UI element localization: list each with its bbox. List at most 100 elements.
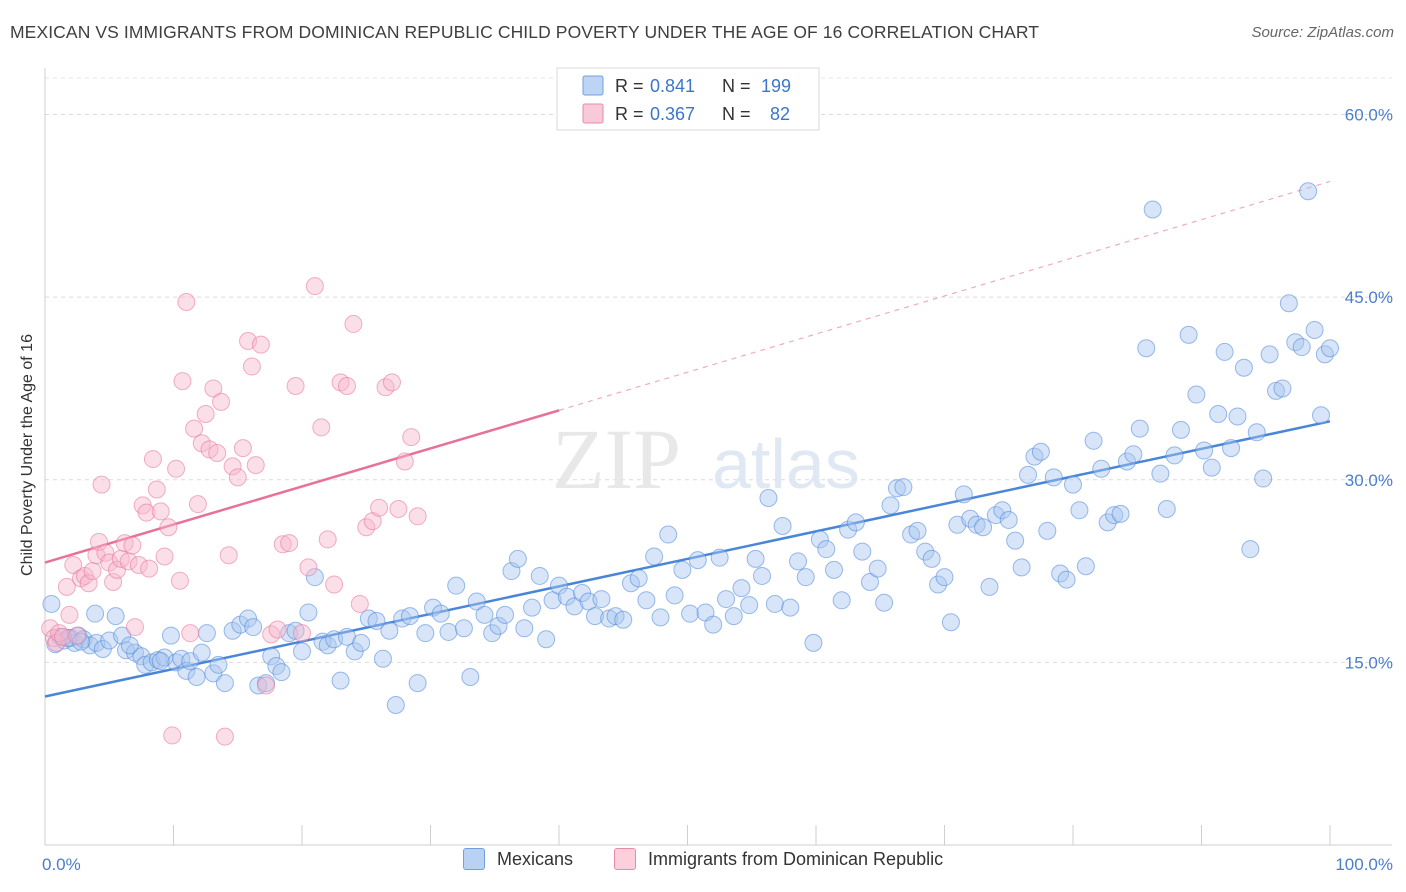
point-mexicans	[659, 525, 678, 544]
trend-line-mexicans	[44, 420, 1331, 698]
point-mexicans	[447, 576, 466, 595]
point-dominican	[325, 575, 344, 594]
point-dominican	[104, 573, 123, 592]
point-mexicans	[993, 501, 1012, 520]
point-mexicans	[765, 594, 784, 613]
legend-swatch-dominican	[582, 103, 604, 124]
watermark-zip: ZIP	[552, 411, 681, 507]
point-mexicans	[908, 521, 927, 540]
point-dominican	[79, 574, 98, 593]
point-mexicans	[1031, 442, 1050, 461]
point-dominican	[170, 571, 189, 590]
point-mexicans	[1117, 452, 1136, 471]
point-dominican	[44, 629, 63, 648]
point-mexicans	[1241, 540, 1260, 559]
point-mexicans	[530, 566, 549, 585]
point-dominican	[273, 535, 292, 554]
point-mexicans	[367, 611, 386, 630]
point-mexicans	[1222, 439, 1241, 458]
point-mexicans	[204, 664, 223, 683]
point-dominican	[181, 624, 200, 643]
legend-swatch-mexicans	[582, 75, 604, 96]
point-mexicans	[585, 607, 604, 626]
point-mexicans	[804, 633, 823, 652]
point-mexicans	[431, 604, 450, 623]
point-dominican	[57, 577, 76, 596]
point-dominican	[100, 553, 119, 572]
point-mexicans	[209, 655, 228, 674]
point-mexicans	[483, 624, 502, 643]
point-mexicans	[373, 649, 392, 668]
point-mexicans	[753, 566, 772, 585]
point-mexicans	[759, 489, 778, 508]
point-mexicans	[161, 626, 180, 645]
point-mexicans	[515, 619, 534, 638]
point-mexicans	[408, 674, 427, 693]
point-mexicans	[151, 652, 170, 671]
point-dominican	[318, 530, 337, 549]
point-mexicans	[1299, 182, 1318, 201]
point-mexicans	[954, 485, 973, 504]
point-mexicans	[746, 549, 765, 568]
point-mexicans	[773, 517, 792, 536]
point-dominican	[204, 379, 223, 398]
point-mexicans	[740, 596, 759, 615]
point-dominican	[408, 507, 427, 526]
point-dominican	[280, 534, 299, 553]
point-mexicans	[239, 609, 258, 628]
point-mexicans	[704, 615, 723, 634]
point-mexicans	[710, 548, 729, 567]
point-dominican	[370, 498, 389, 517]
point-mexicans	[1305, 321, 1324, 340]
point-mexicans	[1157, 499, 1176, 518]
point-mexicans	[724, 607, 743, 626]
point-dominican	[208, 443, 227, 462]
point-mexicans	[673, 560, 692, 579]
point-mexicans	[875, 593, 894, 612]
point-dominican	[246, 456, 265, 475]
point-mexicans	[810, 530, 829, 549]
legend-n-label: N =	[722, 76, 751, 96]
trend-extension-dominican	[558, 180, 1331, 411]
point-mexicans	[86, 604, 105, 623]
point-mexicans	[272, 663, 291, 682]
point-mexicans	[1165, 446, 1184, 465]
point-mexicans	[215, 674, 234, 693]
point-dominican	[344, 314, 363, 333]
point-dominican	[89, 532, 108, 551]
point-mexicans	[796, 568, 815, 587]
point-dominican	[350, 594, 369, 613]
watermark: ZIP atlas	[552, 411, 860, 507]
point-mexicans	[1247, 423, 1266, 442]
point-mexicans	[781, 598, 800, 617]
point-dominican	[268, 620, 287, 639]
point-mexicans	[1292, 338, 1311, 357]
point-mexicans	[887, 479, 906, 498]
x-tick-label: 0.0%	[42, 855, 81, 874]
point-dominican	[293, 624, 311, 643]
point-mexicans	[935, 568, 954, 587]
point-mexicans	[244, 618, 263, 637]
point-mexicans	[1070, 501, 1089, 520]
point-mexicans	[1187, 385, 1206, 404]
point-mexicans	[508, 549, 527, 568]
point-mexicans	[614, 610, 633, 629]
point-mexicans	[197, 624, 216, 643]
point-dominican	[228, 468, 247, 487]
point-dominican	[212, 392, 231, 411]
point-mexicans	[1202, 458, 1221, 477]
point-mexicans	[313, 632, 332, 651]
point-mexicans	[467, 592, 486, 611]
point-mexicans	[1151, 464, 1170, 483]
point-mexicans	[688, 551, 707, 570]
point-dominican	[251, 335, 270, 354]
point-mexicans	[1137, 339, 1156, 358]
point-dominican	[173, 372, 192, 391]
point-mexicans	[1124, 445, 1143, 464]
point-mexicans	[980, 577, 999, 596]
point-mexicans	[717, 590, 736, 609]
point-mexicans	[1315, 345, 1334, 364]
point-dominican	[257, 676, 276, 695]
point-mexicans	[732, 579, 751, 598]
point-mexicans	[192, 643, 211, 662]
